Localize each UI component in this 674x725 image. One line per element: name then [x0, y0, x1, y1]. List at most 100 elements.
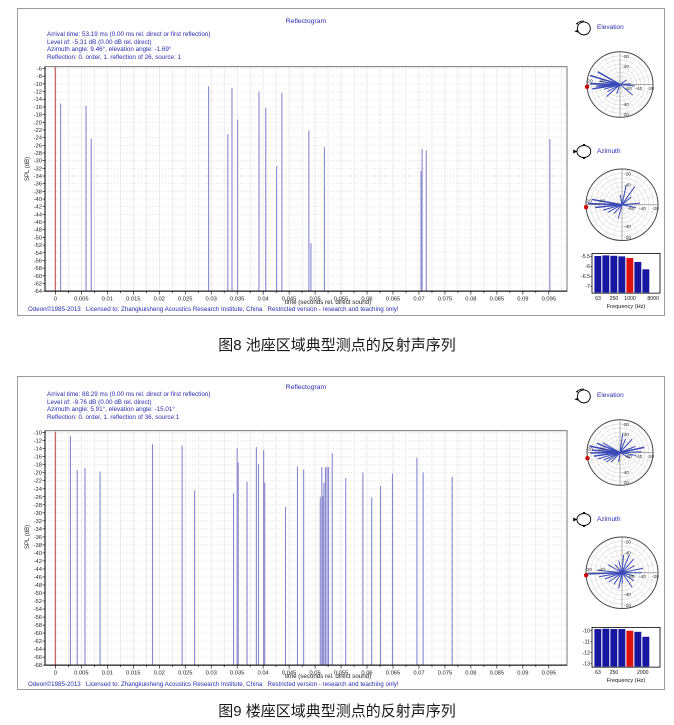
reflection-spoke — [621, 202, 640, 206]
svg-text:-8: -8 — [37, 74, 42, 80]
svg-text:-36: -36 — [34, 182, 42, 188]
svg-text:-24: -24 — [34, 487, 43, 493]
svg-text:-52: -52 — [34, 243, 42, 249]
reflection-spoke — [619, 438, 633, 453]
elevation-label: Elevation — [597, 392, 624, 399]
x-axis-title: time (seconds rel. direct sound) — [284, 299, 372, 306]
reflection-spoke — [618, 572, 623, 589]
freq-axis-title: Frequency (Hz) — [607, 678, 646, 684]
x-axis-title: time (seconds rel. direct sound) — [284, 673, 372, 680]
reflection-spoke — [592, 83, 621, 90]
svg-text:-40: -40 — [624, 224, 631, 230]
reflection-spoke — [621, 567, 644, 574]
reflection-spoke — [606, 452, 621, 463]
svg-text:-10: -10 — [34, 82, 42, 88]
svg-text:0.05: 0.05 — [309, 671, 320, 677]
reflection-spoke — [619, 452, 631, 459]
svg-text:0.03: 0.03 — [206, 671, 217, 677]
svg-text:-18: -18 — [34, 113, 42, 119]
reflection-spoke — [621, 572, 635, 582]
reflection-spoke — [621, 572, 633, 588]
reflection-spoke — [619, 194, 623, 205]
reflection-spoke — [621, 558, 634, 574]
svg-text:-40: -40 — [622, 470, 629, 476]
odeon-reflectogram-window-2: -10 -12 -14 -16 -18 -20 -22 -24 -26 -28 -30 -32 -34 -… — [17, 376, 665, 690]
svg-text:-26: -26 — [34, 143, 42, 149]
svg-text:250: 250 — [610, 296, 619, 302]
svg-text:0.095: 0.095 — [542, 671, 556, 677]
svg-text:0.035: 0.035 — [230, 297, 244, 303]
info-level: Level of: -5.31 dB (0.00 dB rel. direct) — [47, 38, 152, 46]
svg-text:0.06: 0.06 — [361, 671, 372, 677]
svg-text:0.05: 0.05 — [309, 297, 320, 303]
selected-reflection-marker — [584, 84, 590, 89]
svg-text:0: 0 — [54, 297, 57, 303]
svg-text:-40: -40 — [622, 102, 629, 108]
reflection-spoke — [618, 452, 621, 463]
svg-text:-30: -30 — [34, 511, 42, 517]
svg-text:0.055: 0.055 — [334, 297, 348, 303]
svg-text:-42: -42 — [34, 205, 42, 211]
svg-text:-20: -20 — [622, 422, 629, 428]
svg-text:0.07: 0.07 — [413, 297, 424, 303]
reflection-info-block: Arrival time: 53.19 ms (0.00 ms rel. dir… — [47, 31, 210, 61]
svg-text:-54: -54 — [34, 251, 43, 257]
svg-text:-60: -60 — [628, 574, 635, 580]
reflection-spoke — [621, 565, 635, 574]
odeon-reflectogram-window-1: -6 -8 -10 -12 -14 -16 -18 -20 -22 -24 -26 -28 -30 -32… — [17, 8, 665, 316]
azimuth-head-icon — [573, 512, 592, 527]
svg-text:-20: -20 — [624, 171, 631, 177]
svg-text:-26: -26 — [34, 495, 42, 501]
svg-text:63: 63 — [595, 670, 601, 676]
svg-text:-20: -20 — [624, 235, 631, 241]
svg-text:-40: -40 — [598, 447, 605, 453]
y-axis-title: SPL (dB) — [25, 156, 31, 181]
svg-text:-20: -20 — [647, 86, 654, 92]
svg-text:-20: -20 — [624, 539, 631, 545]
svg-text:-12: -12 — [582, 651, 590, 657]
svg-text:-12: -12 — [34, 90, 42, 96]
svg-text:0.02: 0.02 — [154, 297, 165, 303]
elevation-label: Elevation — [597, 24, 624, 31]
reflection-spoke — [596, 569, 623, 574]
reflection-spoke — [614, 564, 623, 574]
reflection-spoke — [607, 204, 623, 213]
freq-band-bar-250hz — [610, 255, 618, 293]
freq-band-bar-500hz — [618, 629, 626, 667]
freq-axis-title: Frequency (Hz) — [607, 304, 646, 310]
freq-band-bar-125hz — [602, 255, 610, 293]
reflection-spoke — [610, 452, 621, 463]
svg-text:-38: -38 — [34, 189, 42, 195]
azimuth-section-header: Azimuth — [570, 511, 620, 528]
svg-text:-14: -14 — [34, 447, 43, 453]
svg-text:0.01: 0.01 — [102, 671, 113, 677]
svg-text:0.035: 0.035 — [230, 671, 244, 677]
svg-text:0.095: 0.095 — [542, 297, 556, 303]
svg-text:-12: -12 — [34, 439, 42, 445]
reflection-spoke — [621, 186, 636, 206]
svg-text:-28: -28 — [34, 151, 42, 157]
svg-text:2000: 2000 — [637, 670, 649, 676]
reflectogram-plot-area[interactable]: -6-8-10-12-14-16-18-20-22-24-26-28-30-32… — [18, 9, 664, 315]
reflection-spoke — [619, 445, 636, 453]
svg-text:-46: -46 — [34, 575, 42, 581]
svg-text:-10: -10 — [34, 431, 42, 437]
svg-text:-40: -40 — [34, 551, 42, 557]
svg-text:0: 0 — [54, 671, 57, 677]
svg-text:0.06: 0.06 — [361, 297, 372, 303]
svg-text:250: 250 — [610, 670, 619, 676]
freq-band-bar-1000hz — [626, 630, 634, 667]
elevation-polar-plot: -20-40-40-20-60 -40 -20-20 -40 — [585, 419, 654, 486]
reflection-spoke — [598, 572, 623, 578]
reflection-spoke — [613, 572, 623, 585]
svg-text:-60: -60 — [625, 86, 632, 92]
reflectogram-plot-area[interactable]: -10 -12 -14 -16 -18 -20 -22 -24 -26 -28 -30 -32 -34 -… — [18, 377, 664, 689]
svg-text:-40: -40 — [598, 567, 605, 573]
svg-text:-60: -60 — [625, 454, 632, 460]
svg-text:-62: -62 — [34, 639, 42, 645]
svg-text:0.075: 0.075 — [438, 671, 452, 677]
svg-text:-40: -40 — [624, 592, 631, 598]
svg-text:-13: -13 — [582, 662, 590, 668]
reflection-spoke — [621, 554, 625, 573]
svg-text:-66: -66 — [34, 655, 42, 661]
